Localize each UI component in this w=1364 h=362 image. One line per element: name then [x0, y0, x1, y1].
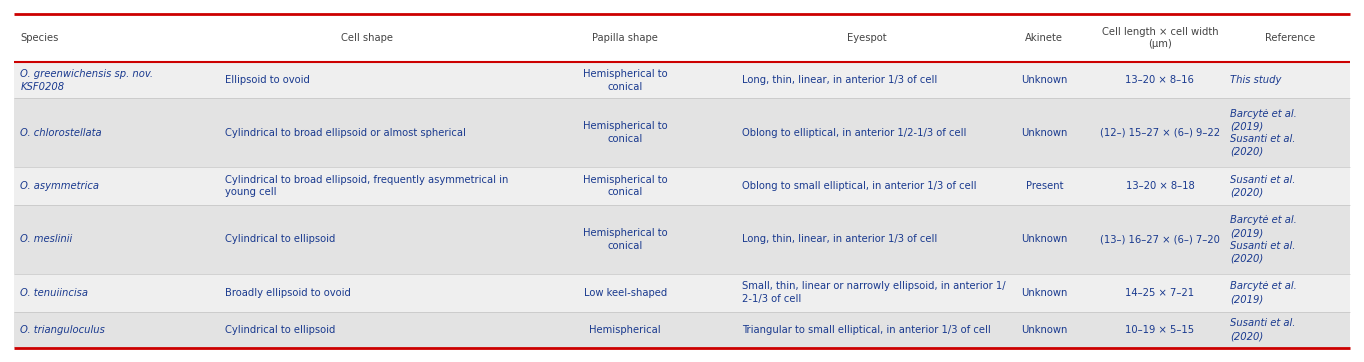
Bar	[14, 62, 1350, 98]
Text: Cylindrical to ellipsoid: Cylindrical to ellipsoid	[225, 235, 336, 244]
Text: Small, thin, linear or narrowly ellipsoid, in anterior 1/
2-1/3 of cell: Small, thin, linear or narrowly ellipsoi…	[742, 281, 1005, 304]
Text: Barcytė et al.
(2019): Barcytė et al. (2019)	[1230, 281, 1297, 304]
Text: Species: Species	[20, 33, 59, 43]
Text: Hemispherical: Hemispherical	[589, 325, 662, 335]
Text: Cylindrical to ellipsoid: Cylindrical to ellipsoid	[225, 325, 336, 335]
Text: Hemispherical to
conical: Hemispherical to conical	[582, 69, 667, 92]
Text: Akinete: Akinete	[1026, 33, 1064, 43]
Text: O. asymmetrica: O. asymmetrica	[20, 181, 100, 191]
Bar	[14, 274, 1350, 312]
Text: Oblong to small elliptical, in anterior 1/3 of cell: Oblong to small elliptical, in anterior …	[742, 181, 977, 191]
Text: Cylindrical to broad ellipsoid, frequently asymmetrical in
young cell: Cylindrical to broad ellipsoid, frequent…	[225, 175, 509, 198]
Text: Cell shape: Cell shape	[341, 33, 393, 43]
Text: Eyespot: Eyespot	[847, 33, 887, 43]
Text: O. meslinii: O. meslinii	[20, 235, 72, 244]
Text: Susanti et al.
(2020): Susanti et al. (2020)	[1230, 175, 1296, 198]
Bar	[14, 312, 1350, 348]
Text: O. greenwichensis sp. nov.
KSF0208: O. greenwichensis sp. nov. KSF0208	[20, 69, 153, 92]
Bar	[14, 205, 1350, 274]
Text: Unknown: Unknown	[1022, 325, 1068, 335]
Text: Ellipsoid to ovoid: Ellipsoid to ovoid	[225, 75, 310, 85]
Text: Hemispherical to
conical: Hemispherical to conical	[582, 175, 667, 198]
Text: Papilla shape: Papilla shape	[592, 33, 657, 43]
Text: Reference: Reference	[1264, 33, 1315, 43]
Bar	[14, 167, 1350, 205]
Text: Long, thin, linear, in anterior 1/3 of cell: Long, thin, linear, in anterior 1/3 of c…	[742, 235, 937, 244]
Text: Long, thin, linear, in anterior 1/3 of cell: Long, thin, linear, in anterior 1/3 of c…	[742, 75, 937, 85]
Text: Broadly ellipsoid to ovoid: Broadly ellipsoid to ovoid	[225, 288, 351, 298]
Text: Hemispherical to
conical: Hemispherical to conical	[582, 121, 667, 144]
Text: Unknown: Unknown	[1022, 235, 1068, 244]
Text: Triangular to small elliptical, in anterior 1/3 of cell: Triangular to small elliptical, in anter…	[742, 325, 990, 335]
Text: Unknown: Unknown	[1022, 288, 1068, 298]
Text: Unknown: Unknown	[1022, 128, 1068, 138]
Text: Hemispherical to
conical: Hemispherical to conical	[582, 228, 667, 251]
Text: Present: Present	[1026, 181, 1063, 191]
Bar	[14, 98, 1350, 167]
Text: (13–) 16–27 × (6–) 7–20: (13–) 16–27 × (6–) 7–20	[1099, 235, 1219, 244]
Text: Susanti et al.
(2020): Susanti et al. (2020)	[1230, 318, 1296, 341]
Text: 13–20 × 8–16: 13–20 × 8–16	[1125, 75, 1195, 85]
Text: 13–20 × 8–18: 13–20 × 8–18	[1125, 181, 1195, 191]
Text: Cell length × cell width
(µm): Cell length × cell width (µm)	[1102, 27, 1218, 49]
Text: This study: This study	[1230, 75, 1281, 85]
Text: Unknown: Unknown	[1022, 75, 1068, 85]
Text: 14–25 × 7–21: 14–25 × 7–21	[1125, 288, 1195, 298]
Text: Low keel-shaped: Low keel-shaped	[584, 288, 667, 298]
Text: O. chlorostellata: O. chlorostellata	[20, 128, 102, 138]
Text: Barcytė et al.
(2019)
Susanti et al.
(2020): Barcytė et al. (2019) Susanti et al. (20…	[1230, 109, 1297, 157]
Text: O. tenuiincisa: O. tenuiincisa	[20, 288, 89, 298]
Text: 10–19 × 5–15: 10–19 × 5–15	[1125, 325, 1195, 335]
Text: Cylindrical to broad ellipsoid or almost spherical: Cylindrical to broad ellipsoid or almost…	[225, 128, 465, 138]
Text: O. trianguloculus: O. trianguloculus	[20, 325, 105, 335]
Text: Oblong to elliptical, in anterior 1/2-1/3 of cell: Oblong to elliptical, in anterior 1/2-1/…	[742, 128, 967, 138]
Text: Barcytė et al.
(2019)
Susanti et al.
(2020): Barcytė et al. (2019) Susanti et al. (20…	[1230, 215, 1297, 264]
Bar	[14, 14, 1350, 62]
Text: (12–) 15–27 × (6–) 9–22: (12–) 15–27 × (6–) 9–22	[1099, 128, 1219, 138]
